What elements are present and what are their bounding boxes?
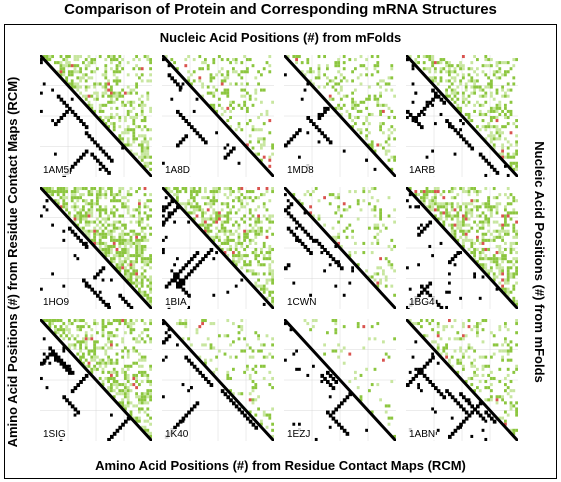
main-diagonal — [406, 187, 518, 309]
main-diagonal — [162, 55, 274, 177]
contact-map-plot — [406, 55, 518, 177]
contact-map-panel: 1AM5 — [40, 55, 152, 177]
main-diagonal — [40, 187, 152, 309]
contact-map-panel: 1ARB — [406, 55, 518, 177]
contact-map-plot — [284, 319, 396, 441]
contact-map-panel: 1CWN — [284, 187, 396, 309]
main-diagonal — [162, 187, 274, 309]
contact-map-panel: 1K40 — [162, 319, 274, 441]
main-diagonal — [40, 319, 152, 441]
panel-label: 1HO9 — [42, 297, 71, 308]
panel-label: 1MD8 — [286, 165, 315, 176]
contact-map-plot — [284, 187, 396, 309]
contact-map-plot — [162, 55, 274, 177]
panel-label: 1A8D — [164, 165, 192, 176]
panel-label: 1BIA — [164, 297, 188, 308]
panel-grid: 1AM5 1A8D 1MD8 1ARB 1HO9 1BIA 1CWN 1BG4 1SIG 1K40… — [40, 55, 520, 455]
main-diagonal — [162, 319, 274, 441]
panel-label: 1AM5 — [42, 165, 71, 176]
contact-map-plot — [40, 187, 152, 309]
contact-map-plot — [284, 55, 396, 177]
panel-label: 1K40 — [164, 429, 190, 440]
top-axis-label: Nucleic Acid Positions (#) from mFolds — [159, 30, 402, 45]
right-axis-label: Nucleic Acid Positions (#) from mFolds — [532, 141, 547, 383]
contact-map-plot — [162, 319, 274, 441]
bottom-axis-label: Amino Acid Positions (#) from Residue Co… — [95, 458, 466, 473]
main-diagonal — [284, 55, 396, 177]
figure-frame — [4, 24, 557, 479]
contact-map-panel: 1HO9 — [40, 187, 152, 309]
contact-map-plot — [406, 187, 518, 309]
panel-label: 1ABN — [408, 429, 437, 440]
panel-label: 1CWN — [286, 297, 318, 308]
panel-label: 1ARB — [408, 165, 437, 176]
main-diagonal — [284, 187, 396, 309]
contact-map-panel: 1BG4 — [406, 187, 518, 309]
contact-map-panel: 1SIG — [40, 319, 152, 441]
panel-label: 1EZJ — [286, 429, 312, 440]
main-diagonal — [406, 55, 518, 177]
contact-map-plot — [40, 55, 152, 177]
main-diagonal — [284, 319, 396, 441]
contact-map-panel: 1A8D — [162, 55, 274, 177]
contact-map-panel: 1MD8 — [284, 55, 396, 177]
main-diagonal — [40, 55, 152, 177]
contact-map-panel: 1ABN — [406, 319, 518, 441]
contact-map-panel: 1BIA — [162, 187, 274, 309]
panel-label: 1BG4 — [408, 297, 436, 308]
contact-map-plot — [406, 319, 518, 441]
main-diagonal — [406, 319, 518, 441]
figure-title: Comparison of Protein and Corresponding … — [64, 1, 497, 18]
contact-map-panel: 1EZJ — [284, 319, 396, 441]
left-axis-label: Amino Acid Positions (#) from Residue Co… — [5, 76, 20, 448]
panel-label: 1SIG — [42, 429, 67, 440]
contact-map-plot — [40, 319, 152, 441]
contact-map-plot — [162, 187, 274, 309]
